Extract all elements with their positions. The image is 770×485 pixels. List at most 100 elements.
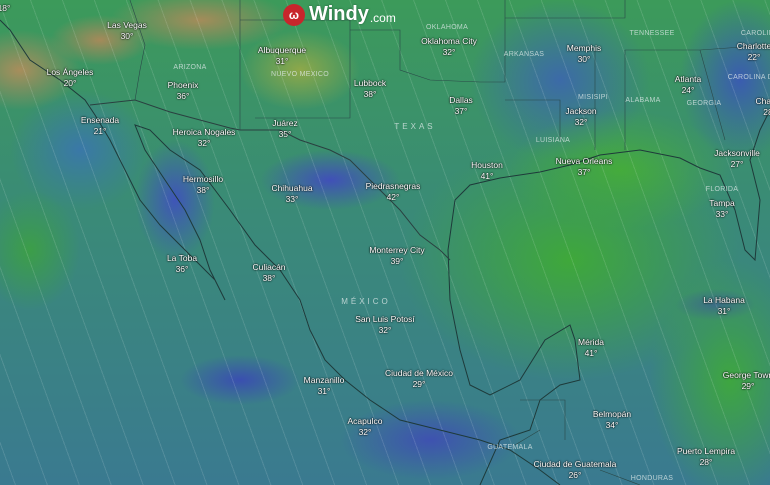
city-label[interactable]: Culiacán 38° — [252, 262, 285, 284]
city-name: George Town — [722, 370, 770, 380]
central-america-borders — [514, 399, 641, 485]
city-label[interactable]: La Toba 36° — [167, 253, 197, 275]
city-name: Manzanillo — [303, 375, 345, 385]
city-label[interactable]: Memphis 30° — [567, 43, 601, 65]
region-label: FLORIDA — [705, 186, 739, 193]
region-label: ARKANSAS — [503, 51, 545, 58]
city-temperature: 24° — [681, 85, 695, 95]
city-temperature: 33° — [715, 209, 729, 219]
region-label: HONDURAS — [630, 475, 674, 482]
city-label[interactable]: Houston 41° — [471, 160, 503, 182]
city-label[interactable]: Manzanillo 31° — [304, 375, 345, 397]
city-name: Heroica Nogales — [172, 127, 236, 137]
city-name: Puerto Lempira — [676, 446, 736, 456]
city-temperature: 38° — [196, 185, 210, 195]
city-temperature: 27° — [730, 159, 744, 169]
city-label[interactable]: Ciudad de Guatemala 26° — [534, 459, 617, 481]
city-temperature: 22° — [747, 52, 761, 62]
city-label[interactable]: George Town 29° — [723, 370, 770, 392]
city-name: Oklahoma City — [421, 36, 477, 46]
city-label[interactable]: Las Vegas 30° — [107, 20, 147, 42]
state-borders — [129, 0, 770, 150]
city-temperature: 31° — [275, 56, 289, 66]
city-label[interactable]: La Habana 31° — [703, 295, 745, 317]
region-label: LUISIANA — [535, 137, 571, 144]
city-label[interactable]: Ensenada 21° — [81, 115, 119, 137]
city-temperature: 35° — [278, 129, 292, 139]
windy-logo-icon: ω — [283, 3, 305, 26]
city-temperature: 20° — [63, 78, 77, 88]
city-label[interactable]: San Luis Potosí 32° — [355, 314, 415, 336]
city-label[interactable]: 18° — [0, 3, 10, 14]
region-label: MÉXICO — [341, 297, 391, 306]
city-name: Albuquerque — [257, 45, 307, 55]
city-label[interactable]: Jackson 32° — [565, 106, 596, 128]
region-label: CAROLINA — [740, 30, 770, 37]
city-name: Las Vegas — [107, 20, 147, 30]
city-name: Tampa — [709, 198, 735, 208]
city-label[interactable]: Puerto Lempira 28° — [677, 446, 735, 468]
city-name: Mérida — [578, 337, 604, 347]
city-label[interactable]: Albuquerque 31° — [258, 45, 306, 67]
gulf-coastline — [447, 109, 770, 485]
city-temperature: 34° — [605, 420, 619, 430]
city-temperature: 37° — [577, 167, 591, 177]
city-temperature: 32° — [378, 325, 392, 335]
city-name: Jacksonville — [714, 148, 760, 158]
city-name: Ciudad de México — [384, 368, 454, 378]
city-label[interactable]: Monterrey City 39° — [369, 245, 424, 267]
city-name: Houston — [471, 160, 503, 170]
city-label[interactable]: Tampa 33° — [709, 198, 735, 220]
city-label[interactable]: Belmopán 34° — [593, 409, 631, 431]
city-label[interactable]: Atlanta 24° — [675, 74, 701, 96]
city-name: Los Ángeles — [46, 67, 94, 77]
city-name: Memphis — [566, 43, 602, 53]
city-label[interactable]: Los Ángeles 20° — [47, 67, 94, 89]
city-temperature: 32° — [197, 138, 211, 148]
city-name: Dallas — [449, 95, 473, 105]
city-label[interactable]: Charle28 — [755, 96, 770, 118]
city-label[interactable]: Chihuahua 33° — [271, 183, 312, 205]
city-label[interactable]: Phoenix 36° — [168, 80, 199, 102]
city-temperature: 21° — [93, 126, 107, 136]
city-label[interactable]: Hermosillo 38° — [183, 174, 223, 196]
city-temperature: 32° — [358, 427, 372, 437]
region-label: NUEVO MEXICO — [270, 71, 330, 78]
city-temperature: 38° — [262, 273, 276, 283]
city-label[interactable]: Acapulco 32° — [348, 416, 383, 438]
city-temperature: 28 — [763, 107, 770, 117]
city-name: Nueva Orleans — [555, 156, 613, 166]
region-label: ARIZONA — [173, 64, 207, 71]
city-temperature: 26° — [568, 470, 582, 480]
us-mexico-border — [89, 99, 451, 261]
city-name: Charlotte — [736, 41, 770, 51]
city-label[interactable]: Nueva Orleans 37° — [556, 156, 613, 178]
city-label[interactable]: Ciudad de México 29° — [385, 368, 453, 390]
city-name: Juárez — [272, 118, 298, 128]
city-temperature: 29° — [412, 379, 426, 389]
city-label[interactable]: Juárez 35° — [272, 118, 298, 140]
region-label: TENNESSEE — [629, 30, 675, 37]
pacific-coastline — [0, 19, 561, 485]
city-name: Hermosillo — [182, 174, 224, 184]
city-label[interactable]: Dallas 37° — [449, 95, 473, 117]
city-label[interactable]: Heroica Nogales 32° — [173, 127, 236, 149]
city-label[interactable]: Piedrasnegras 42° — [366, 181, 421, 203]
city-name: Jackson — [565, 106, 597, 116]
region-label: MISISIPI — [577, 94, 609, 101]
region-label: ALABAMA — [625, 97, 661, 104]
city-name: San Luis Potosí — [355, 314, 415, 324]
brand-name: Windy — [309, 3, 369, 25]
city-label[interactable]: Mérida 41° — [578, 337, 604, 359]
windy-logo[interactable]: ω Windy .com — [283, 3, 396, 26]
city-label[interactable]: Charlotte 22° — [737, 41, 770, 63]
city-name: Charle — [755, 96, 770, 106]
city-label[interactable]: Lubbock 38° — [354, 78, 386, 100]
city-temperature: 38° — [363, 89, 377, 99]
city-label[interactable]: Jacksonville 27° — [714, 148, 760, 170]
city-temperature: 36° — [175, 264, 189, 274]
city-label[interactable]: Oklahoma City 32° — [421, 36, 477, 58]
